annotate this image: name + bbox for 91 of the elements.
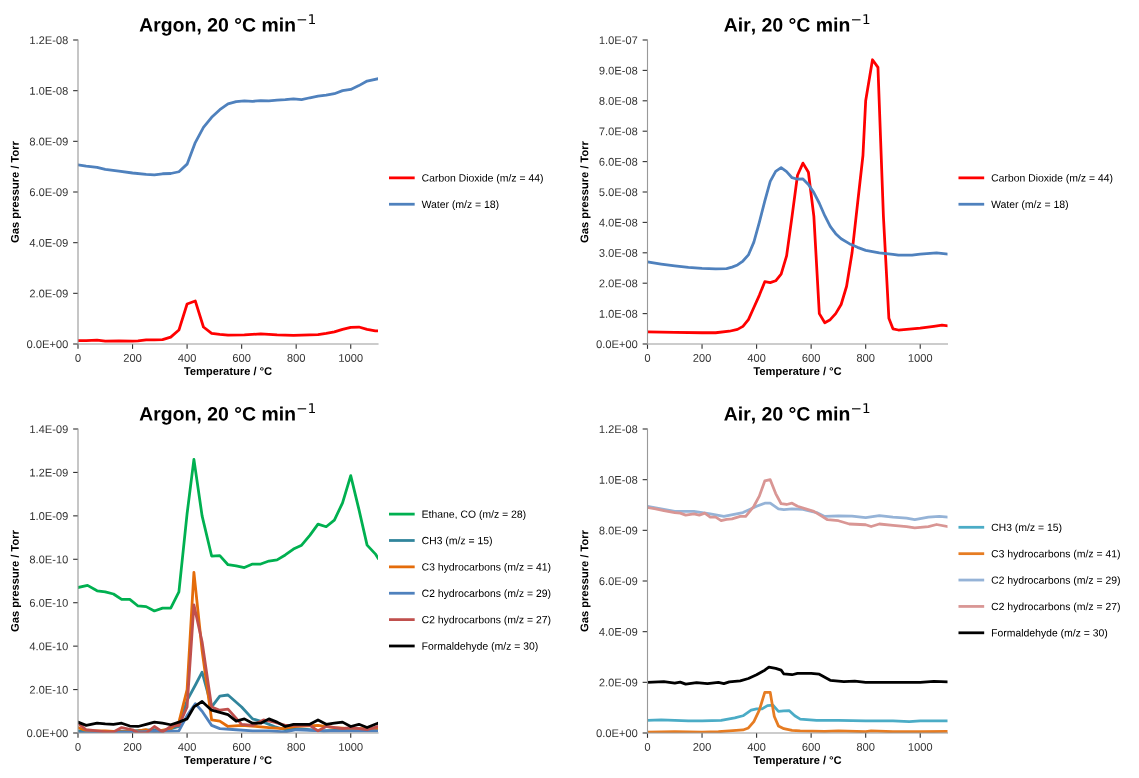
- y-tick-label: 2.0E-08: [599, 279, 638, 288]
- chart-title: Argon, 20 °C min$^{−1}$: [139, 14, 315, 36]
- legend-label: CH3 (m/z = 15): [991, 523, 1062, 534]
- y-tick-label: 1.2E-08: [599, 425, 638, 434]
- y-axis-title: Gas pressure / Torr: [580, 141, 591, 243]
- y-tick-label: 4.0E-09: [599, 627, 638, 636]
- y-tick-label: 7.0E-08: [599, 127, 638, 136]
- legend-label: C2 hydrocarbons (m/z = 29): [422, 589, 551, 600]
- line-series: [647, 665, 948, 686]
- y-tick-label: 0.0E+00: [27, 340, 68, 349]
- y-tick-label: 0.0E+00: [596, 340, 638, 349]
- y-axis-title: Gas pressure / Torr: [10, 530, 22, 632]
- x-tick-label: 0: [75, 743, 81, 751]
- legend-label: Formaldehyde (m/z = 30): [991, 628, 1108, 639]
- y-tick-label: 9.0E-08: [599, 66, 638, 75]
- y-tick-label: 8.0E-09: [29, 137, 68, 146]
- y-tick-label: 6.0E-08: [599, 157, 638, 166]
- x-tick-label: 1000: [908, 354, 933, 362]
- line-series: [647, 478, 948, 530]
- x-tick-label: 200: [123, 743, 142, 751]
- y-tick-label: 1.0E-08: [599, 309, 638, 318]
- x-tick-label: 600: [232, 743, 251, 751]
- line-series: [78, 77, 378, 177]
- line-series: [647, 703, 948, 723]
- legend-label: C2 hydrocarbons (m/z = 27): [422, 615, 551, 626]
- y-tick-label: 6.0E-09: [29, 188, 68, 197]
- x-tick-label: 0: [644, 354, 651, 362]
- x-axis-title: Temperature / °C: [753, 366, 842, 378]
- y-tick-label: 1.4E-09: [30, 425, 68, 434]
- y-tick-label: 0.0E+00: [596, 729, 638, 738]
- y-tick-label: 1.2E-09: [30, 468, 68, 477]
- legend-label: C3 hydrocarbons (m/z = 41): [422, 562, 551, 573]
- y-tick-label: 3.0E-08: [599, 249, 638, 257]
- y-axis-title: Gas pressure / Torr: [10, 141, 22, 243]
- x-tick-label: 800: [856, 743, 875, 751]
- y-tick-label: 5.0E-08: [599, 188, 638, 197]
- y-tick-label: 1.0E-08: [599, 475, 638, 484]
- legend-label: Water (m/z = 18): [421, 200, 499, 211]
- line-series: [647, 166, 948, 271]
- x-axis-title: Temperature / °C: [753, 755, 842, 767]
- y-tick-label: 0.0E+00: [27, 729, 68, 738]
- y-tick-label: 8.0E-08: [599, 97, 638, 105]
- x-tick-label: 400: [178, 354, 196, 362]
- x-tick-label: 1000: [339, 354, 363, 362]
- x-axis-title: Temperature / °C: [184, 366, 272, 378]
- legend-label: Ethane, CO (m/z = 28): [422, 510, 526, 520]
- x-tick-label: 600: [802, 743, 820, 751]
- x-tick-label: 0: [644, 743, 651, 751]
- legend-label: Water (m/z = 18): [991, 200, 1068, 211]
- y-tick-label: 2.0E-09: [29, 289, 68, 298]
- x-tick-label: 800: [287, 743, 306, 751]
- y-tick-label: 8.0E-09: [599, 526, 638, 535]
- chart-title: Air, 20 °C min$^{−1}$: [724, 403, 870, 424]
- x-axis-title: Temperature / °C: [184, 755, 272, 767]
- line-series: [78, 458, 378, 613]
- chart-title: Argon, 20 °C min$^{−1}$: [139, 403, 315, 425]
- x-tick-label: 600: [232, 354, 251, 362]
- y-tick-label: 6.0E-10: [29, 598, 68, 607]
- legend-label: C3 hydrocarbons (m/z = 41): [991, 549, 1120, 560]
- y-tick-label: 1.0E-09: [30, 512, 68, 520]
- x-tick-label: 1000: [339, 743, 363, 751]
- x-tick-label: 200: [693, 354, 711, 362]
- x-tick-label: 0: [75, 354, 81, 362]
- y-tick-label: 4.0E-10: [29, 642, 68, 651]
- x-tick-label: 800: [856, 354, 875, 362]
- y-tick-label: 1.0E-08: [30, 86, 68, 95]
- x-tick-label: 600: [802, 354, 820, 362]
- chart-title: Air, 20 °C min$^{−1}$: [724, 14, 870, 35]
- x-tick-label: 400: [178, 743, 196, 751]
- y-tick-label: 4.0E-09: [29, 238, 68, 247]
- y-tick-label: 4.0E-08: [599, 218, 638, 227]
- line-series: [647, 58, 948, 335]
- legend-label: Carbon Dioxide (m/z = 44): [422, 173, 543, 184]
- x-tick-label: 1000: [908, 743, 933, 751]
- legend-label: Carbon Dioxide (m/z = 44): [991, 173, 1113, 184]
- y-tick-label: 1.0E-07: [599, 36, 638, 45]
- legend-label: Formaldehyde (m/z = 30): [422, 642, 538, 652]
- x-tick-label: 200: [693, 743, 711, 751]
- legend-label: C2 hydrocarbons (m/z = 27): [991, 602, 1120, 613]
- x-tick-label: 400: [747, 354, 766, 362]
- y-tick-label: 2.0E-09: [599, 678, 638, 687]
- legend-label: CH3 (m/z = 15): [422, 536, 492, 547]
- legend-label: C2 hydrocarbons (m/z = 29): [991, 576, 1120, 586]
- x-tick-label: 200: [123, 354, 142, 362]
- y-tick-label: 6.0E-09: [599, 577, 638, 586]
- y-axis-title: Gas pressure / Torr: [580, 530, 591, 632]
- y-tick-label: 8.0E-10: [29, 555, 68, 564]
- x-tick-label: 800: [287, 354, 306, 362]
- x-tick-label: 400: [747, 743, 766, 751]
- y-tick-label: 2.0E-10: [29, 685, 68, 694]
- y-tick-label: 1.2E-08: [30, 36, 68, 45]
